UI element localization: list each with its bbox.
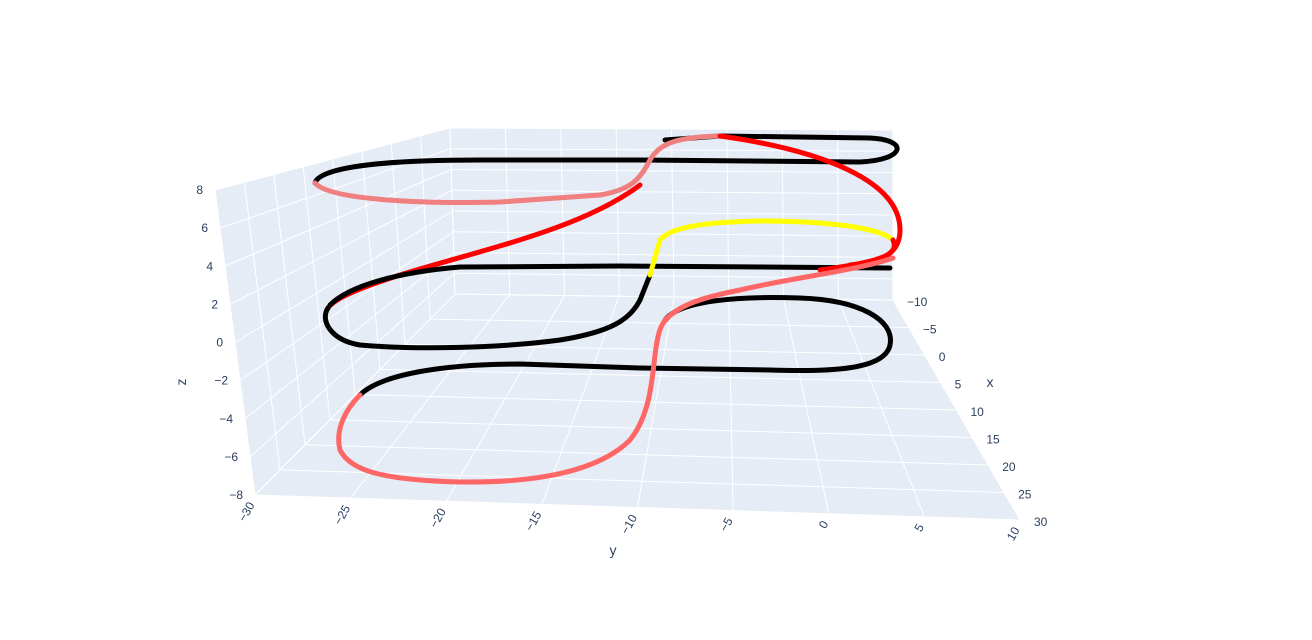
track-salmon-descent [662,255,896,323]
grid-line [892,299,1021,521]
y-tick-label: −25 [331,502,353,527]
track-lower-right-loop [357,295,893,398]
x-tick-label: −10 [907,295,928,309]
track-yellow-segment [647,218,896,278]
grid-line [420,135,431,320]
x-tick-label: −5 [923,323,937,337]
z-tick-label: 6 [201,221,208,235]
grid-line [454,272,894,280]
grid-lines [214,127,1021,521]
y-tick-label: −15 [522,509,544,534]
track-red-mid-right [817,237,897,273]
grid-line [249,272,455,458]
x-tick-label: 20 [1002,460,1016,474]
track-middle-left [322,272,653,351]
track-lines [312,133,903,485]
track-bottom-loop [336,315,671,485]
grid-line [244,252,455,420]
y-tick-label: −30 [235,499,257,524]
x-axis-title: x [987,374,994,390]
grid-line [361,151,381,370]
scene-floor [255,294,1020,520]
x-tick-label: 15 [986,433,1000,447]
grid-line [354,394,957,411]
y-axis-title: y [610,542,617,558]
track-top-loop [312,133,900,186]
x-tick-label: 0 [939,350,946,364]
z-tick-label: 8 [196,183,203,197]
x-tick-label: 25 [1018,488,1032,502]
grid-line [783,298,830,514]
grid-line [726,129,730,298]
grid-line [239,231,454,382]
grid-line [452,210,894,216]
grid-line [390,143,406,345]
grid-line [781,129,784,299]
grid-line [728,297,734,511]
z-tick-label: 0 [216,336,223,350]
grid-line [837,129,839,300]
y-tick-label: −10 [618,512,640,537]
y-tick-label: −5 [717,515,736,534]
x-tick-label: 5 [955,378,962,392]
x-tick-label: 30 [1034,515,1048,529]
y-tick-label: 0 [816,518,832,531]
grid-line [453,252,894,258]
z-axis-title: z [173,379,189,386]
track-middle-straight [327,263,893,308]
z-tick-label: −6 [224,450,238,464]
y-tick-label: 10 [1004,524,1023,543]
z-tick-label: 4 [206,259,213,273]
z-tick-label: −4 [219,412,233,426]
track-top-left-segment [312,133,723,205]
grid-line [234,210,453,343]
grid-line [429,318,909,328]
z-axis-ticks: −8 −6 −4 −2 0 2 4 6 8 [196,183,243,502]
z-tick-label: −2 [214,374,228,388]
grid-line [837,299,925,518]
grid-line [379,368,941,383]
y-tick-label: −20 [427,505,449,530]
z-tick-label: 2 [211,297,218,311]
y-tick-label: 5 [912,521,928,534]
x-tick-label: 10 [971,405,985,419]
z-tick-label: −8 [229,488,243,502]
